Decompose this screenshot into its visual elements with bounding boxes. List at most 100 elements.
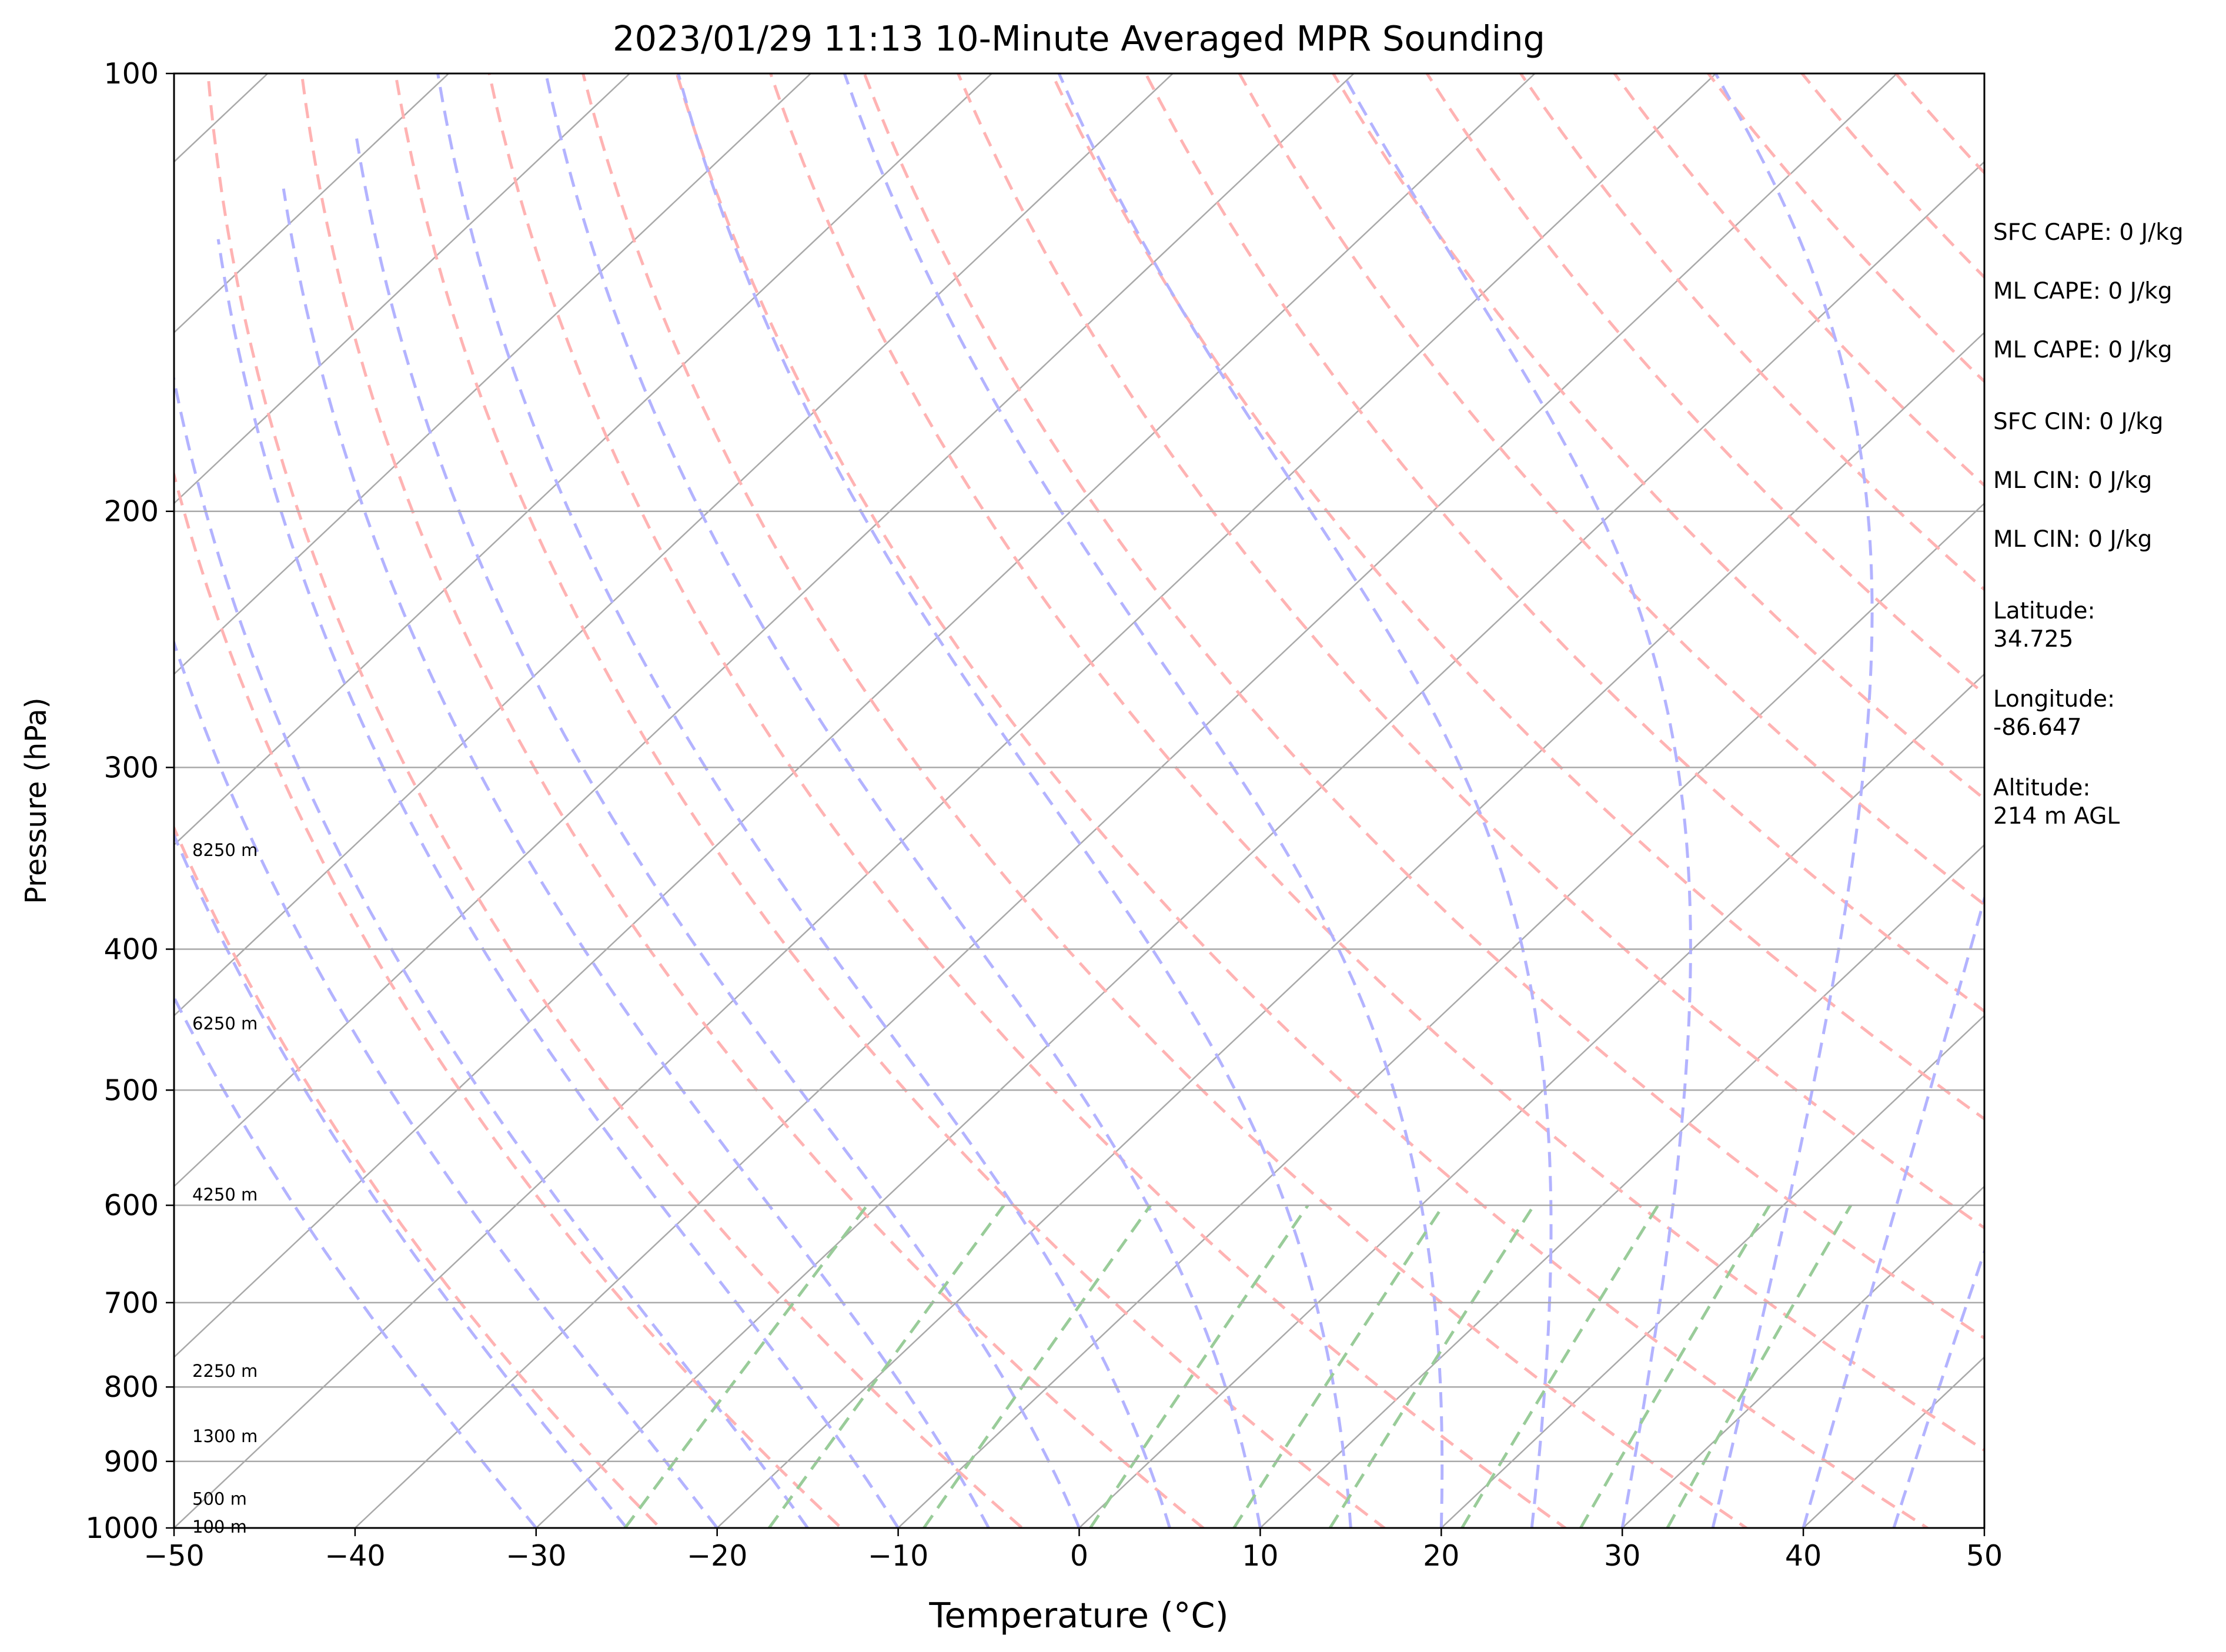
y-tick-label: 800 [103,1370,159,1404]
moist-adiabat-line [544,73,1262,1528]
moist-adiabat-line [174,994,537,1528]
isotherm-line [174,73,1536,1359]
moist-adiabat-line [174,372,809,1528]
height-label: 1300 m [192,1426,258,1446]
moist-adiabat-line [676,73,1352,1528]
mixing-ratio-line [1089,1204,1309,1528]
mixing-ratio-line [624,1204,868,1528]
height-labels: 100 m 500 m 1300 m 2250 m 4250 m 6250 m 8250 m [192,840,258,1537]
x-tick-label: −40 [325,1539,385,1573]
x-tick-label: 0 [1070,1539,1088,1573]
isotherm-line [1259,844,1984,1528]
dry-adiabat-line [1144,73,1984,1014]
dry-adiabat-line [174,824,663,1528]
stat-ml-cape-2: ML CAPE: 0 J/kg [1993,337,2172,363]
isotherm-line [174,73,630,504]
y-tick-label: 100 [103,57,159,91]
x-tick-label: −50 [143,1539,204,1573]
moist-adiabat-line [174,638,718,1528]
moist-adiabat-line [843,73,1444,1528]
isotherm-line [174,73,1355,1188]
height-label: 4250 m [192,1185,258,1205]
stat-ml-cape: ML CAPE: 0 J/kg [1993,278,2172,305]
moist-adiabat-line [1801,893,1984,1528]
stat-ml-cin-2: ML CIN: 0 J/kg [1993,526,2153,553]
isotherm-line [1440,1014,1984,1528]
moist-adiabat-line [1711,73,1874,1528]
mixing-ratio-line [1579,1204,1771,1528]
x-tick-label: 30 [1604,1539,1640,1573]
y-tick-label: 700 [103,1286,159,1320]
stat-sfc-cape: SFC CAPE: 0 J/kg [1993,219,2184,246]
mixing-ratio-line [1666,1204,1853,1528]
x-tick-label: 40 [1785,1539,1821,1573]
dry-adiabat-line [1612,73,1984,487]
height-label: 2250 m [192,1361,258,1381]
dry-adiabat-line [300,73,1206,1528]
dry-adiabat-line [487,73,1568,1528]
moist-adiabat-line [1057,73,1553,1528]
mixing-ratio-line [768,1204,1005,1528]
dry-adiabat-line [206,73,1025,1528]
y-axis-label: Pressure (hPa) [19,697,53,904]
y-tick-label: 1000 [85,1511,159,1545]
x-tick-label: 20 [1423,1539,1459,1573]
chart-title: 2023/01/29 11:13 10-Minute Averaged MPR … [613,18,1545,59]
isotherm-line [2165,73,2226,1528]
isotherm-line [897,502,1984,1528]
x-axis: −50 −40 −30 −20 −10 0 10 20 30 40 50 [143,1528,2003,1573]
isotherm-line [174,73,1174,1017]
stat-latitude: Latitude: 34.725 [1993,598,2095,653]
x-tick-label: −10 [868,1539,928,1573]
isotherm-line [174,73,449,334]
dry-adiabat-line [1706,73,1984,384]
isotherm-line [535,160,1984,1528]
y-tick-label: 900 [103,1445,159,1479]
mixing-ratio-line [923,1204,1152,1528]
isotherm-line [1078,673,1984,1528]
y-tick-label: 200 [103,495,159,529]
isotherm-line [174,73,992,846]
moist-adiabat-line [216,239,900,1528]
isotherm-line [716,331,1984,1528]
x-tick-label: −30 [506,1539,566,1573]
dry-adiabat-line [863,73,1984,1340]
mixing-ratio-line [1328,1204,1536,1528]
x-tick-label: 10 [1242,1539,1278,1573]
moist-adiabat-line [174,831,628,1528]
mixing-ratio-line [1460,1204,1660,1528]
y-tick-label: 400 [103,932,159,966]
dry-adiabat-line [1425,73,1984,696]
stat-ml-cin: ML CIN: 0 J/kg [1993,467,2153,494]
isotherm-line [174,73,811,675]
dry-adiabat-line [581,73,1749,1528]
x-tick-label: −20 [687,1539,747,1573]
isotherm-line [1622,1185,1984,1528]
moist-adiabat-line [282,188,990,1528]
dry-adiabat-line [768,73,1984,1452]
height-label: 8250 m [192,840,258,860]
x-axis-label: Temperature (°C) [928,1595,1228,1636]
y-tick-label: 300 [103,751,159,784]
y-tick-label: 600 [103,1189,159,1222]
isotherm-line [355,73,1898,1528]
moist-adiabat-line [1341,73,1692,1528]
height-label: 100 m [192,1517,247,1537]
x-tick-label: 50 [1966,1539,2003,1573]
moist-adiabat-line [436,73,1171,1528]
dry-adiabat-line [394,73,1387,1528]
background-grid-lines [174,73,2226,1528]
moist-adiabat-line [354,133,1081,1528]
height-label: 6250 m [192,1014,258,1034]
height-label: 500 m [192,1489,247,1509]
stat-altitude: Altitude: 214 m AGL [1993,775,2120,830]
isobar-grid [174,510,1984,1463]
stat-sfc-cin: SFC CIN: 0 J/kg [1993,409,2164,435]
y-axis: 1000 900 800 700 600 500 400 300 200 100 [85,57,174,1545]
dry-adiabat-line [1331,73,1984,801]
y-tick-label: 500 [103,1074,159,1107]
moist-adiabat-line [1892,1247,1984,1528]
mixing-ratio-line [1232,1204,1445,1528]
dry-adiabat-line [675,73,1930,1528]
